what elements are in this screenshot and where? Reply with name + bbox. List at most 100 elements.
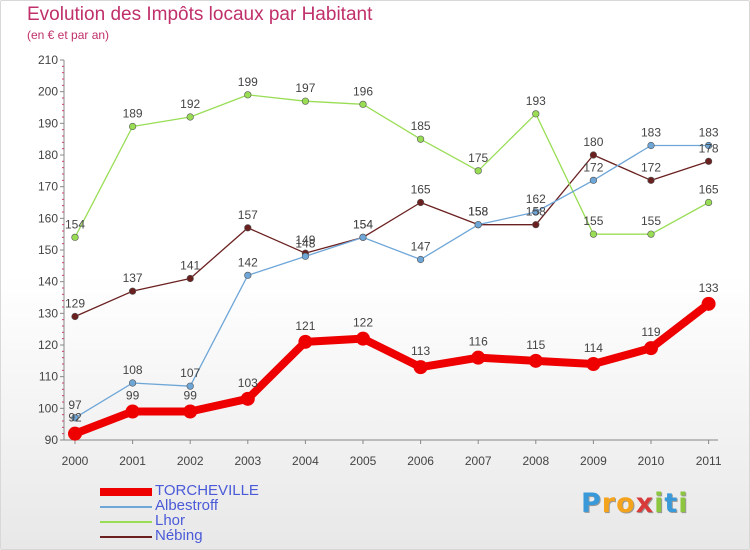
data-point bbox=[68, 426, 82, 441]
data-point bbox=[532, 110, 540, 118]
data-point bbox=[244, 224, 252, 232]
data-point bbox=[244, 271, 252, 279]
data-label: 165 bbox=[411, 183, 431, 197]
data-point bbox=[71, 312, 79, 321]
data-point bbox=[417, 255, 425, 264]
x-tick-label: 2001 bbox=[119, 454, 146, 468]
logo-letter: i bbox=[654, 488, 665, 519]
data-label: 99 bbox=[126, 389, 140, 403]
y-tick-label: 210 bbox=[38, 53, 58, 67]
logo-letter: P bbox=[581, 488, 602, 519]
chart-subtitle: (en € et par an) bbox=[27, 28, 110, 42]
data-label: 119 bbox=[641, 325, 660, 339]
data-label: 116 bbox=[469, 335, 488, 349]
data-point bbox=[704, 141, 713, 150]
legend-swatch bbox=[100, 488, 152, 496]
data-label: 115 bbox=[526, 338, 545, 352]
data-point bbox=[413, 360, 428, 375]
x-tick-label: 2008 bbox=[522, 454, 549, 468]
data-label: 192 bbox=[180, 97, 200, 111]
x-tick-label: 2005 bbox=[350, 454, 377, 468]
data-label: 155 bbox=[641, 214, 661, 228]
data-label: 158 bbox=[468, 205, 488, 219]
data-label: 157 bbox=[238, 208, 258, 222]
data-label: 107 bbox=[180, 366, 200, 380]
x-tick-label: 2003 bbox=[234, 454, 261, 468]
x-tick-label: 2009 bbox=[580, 454, 607, 468]
x-tick-label: 2000 bbox=[62, 454, 89, 468]
legend-label: Albestroff bbox=[155, 497, 219, 514]
y-tick-label: 90 bbox=[45, 433, 59, 447]
data-label: 113 bbox=[411, 344, 430, 358]
series-line-torcheville bbox=[73, 300, 712, 438]
data-point bbox=[301, 97, 310, 105]
data-label: 99 bbox=[184, 389, 198, 403]
data-point bbox=[356, 331, 370, 346]
data-label: 183 bbox=[699, 126, 719, 140]
data-point bbox=[71, 414, 79, 422]
data-label: 158 bbox=[468, 205, 488, 219]
data-label: 103 bbox=[238, 376, 258, 390]
data-label: 178 bbox=[699, 141, 719, 155]
data-point bbox=[359, 233, 367, 241]
data-point bbox=[186, 382, 194, 390]
data-point bbox=[586, 357, 601, 371]
data-point bbox=[186, 274, 194, 283]
logo-letter: o bbox=[616, 488, 636, 519]
data-label: 197 bbox=[295, 81, 315, 95]
logo-letter: x bbox=[635, 488, 655, 519]
data-point bbox=[71, 233, 79, 241]
data-point bbox=[532, 221, 540, 229]
data-label: 121 bbox=[295, 319, 315, 333]
data-label: 172 bbox=[583, 160, 603, 174]
data-point bbox=[417, 198, 425, 207]
data-label: 175 bbox=[468, 151, 488, 165]
y-tick-label: 100 bbox=[38, 401, 58, 415]
data-point bbox=[704, 157, 713, 165]
data-point bbox=[704, 198, 713, 207]
data-point bbox=[129, 287, 137, 295]
data-point bbox=[644, 341, 658, 356]
data-label: 122 bbox=[353, 316, 373, 330]
data-label: 172 bbox=[641, 160, 661, 174]
x-tick-label: 2007 bbox=[465, 454, 492, 468]
data-point bbox=[129, 379, 137, 387]
data-label: 137 bbox=[123, 271, 143, 285]
x-tick-label: 2010 bbox=[638, 454, 665, 468]
data-label: 141 bbox=[180, 259, 200, 273]
x-tick-label: 2011 bbox=[696, 454, 722, 468]
data-point bbox=[359, 100, 367, 108]
legend-swatch bbox=[100, 521, 152, 523]
logo-letter: t bbox=[664, 488, 679, 519]
data-point bbox=[244, 91, 252, 99]
y-tick-label: 120 bbox=[38, 338, 58, 352]
data-point bbox=[474, 167, 482, 175]
data-point bbox=[183, 404, 198, 419]
x-tick-label: 2004 bbox=[292, 454, 319, 468]
y-tick-label: 140 bbox=[38, 275, 58, 289]
data-point bbox=[129, 122, 137, 131]
y-tick-label: 170 bbox=[38, 180, 58, 194]
data-label: 114 bbox=[584, 341, 603, 355]
data-label: 154 bbox=[353, 217, 373, 231]
y-tick-label: 200 bbox=[38, 85, 58, 99]
data-label: 147 bbox=[411, 240, 431, 254]
data-point bbox=[298, 334, 313, 349]
data-label: 162 bbox=[526, 192, 546, 206]
data-point bbox=[301, 252, 310, 260]
data-point bbox=[532, 208, 540, 216]
y-tick-label: 190 bbox=[38, 116, 58, 130]
x-tick-label: 2002 bbox=[177, 454, 204, 468]
data-point bbox=[186, 113, 194, 121]
x-tick-label: 2006 bbox=[407, 454, 434, 468]
data-point bbox=[647, 141, 655, 150]
data-point bbox=[589, 230, 598, 238]
logo-letter: r bbox=[601, 488, 617, 519]
data-label: 199 bbox=[238, 75, 258, 89]
legend-swatch bbox=[100, 536, 152, 538]
data-point bbox=[589, 176, 598, 184]
data-point bbox=[240, 391, 255, 406]
proxiti-logo: Proxiti bbox=[581, 488, 689, 519]
